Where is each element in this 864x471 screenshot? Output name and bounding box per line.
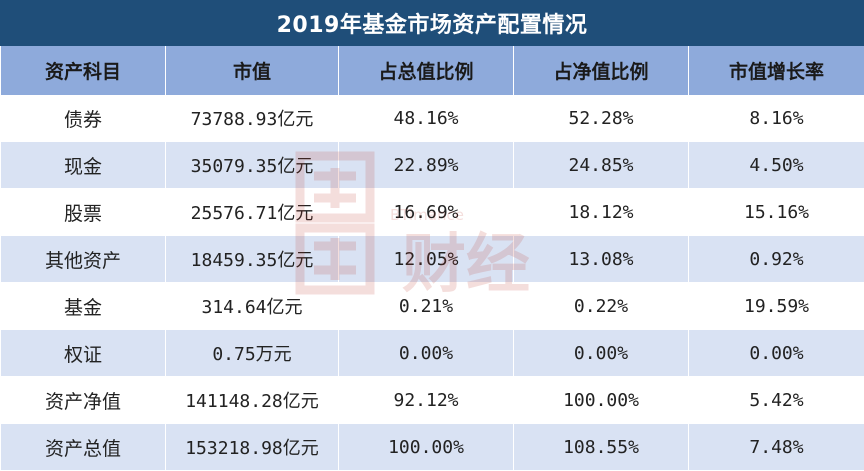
cell-asset-item: 权证 <box>1 330 166 377</box>
cell-asset-item: 现金 <box>1 142 166 189</box>
cell-share-of-total: 48.16% <box>339 95 514 142</box>
table-row: 权证 0.75万元 0.00% 0.00% 0.00% <box>1 330 864 377</box>
cell-market-value: 35079.35亿元 <box>166 142 339 189</box>
asset-allocation-table: 资产科目 市值 占总值比例 占净值比例 市值增长率 债券 73788.93亿元 … <box>0 46 864 471</box>
table-row: 股票 25576.71亿元 16.69% 18.12% 15.16% <box>1 189 864 236</box>
header-asset-item: 资产科目 <box>1 46 166 95</box>
header-row: 资产科目 市值 占总值比例 占净值比例 市值增长率 <box>1 46 864 95</box>
cell-share-of-net: 24.85% <box>514 142 689 189</box>
table-row: 其他资产 18459.35亿元 12.05% 13.08% 0.92% <box>1 236 864 283</box>
cell-share-of-net: 100.00% <box>514 377 689 424</box>
table-row: 资产净值 141148.28亿元 92.12% 100.00% 5.42% <box>1 377 864 424</box>
cell-growth-rate: 15.16% <box>689 189 864 236</box>
cell-growth-rate: 4.50% <box>689 142 864 189</box>
header-share-of-total: 占总值比例 <box>339 46 514 95</box>
cell-share-of-net: 0.22% <box>514 283 689 330</box>
header-market-value: 市值 <box>166 46 339 95</box>
cell-growth-rate: 7.48% <box>689 424 864 471</box>
cell-share-of-total: 0.21% <box>339 283 514 330</box>
cell-growth-rate: 19.59% <box>689 283 864 330</box>
table-header: 资产科目 市值 占总值比例 占净值比例 市值增长率 <box>1 46 864 95</box>
header-share-of-net: 占净值比例 <box>514 46 689 95</box>
cell-share-of-total: 0.00% <box>339 330 514 377</box>
cell-market-value: 73788.93亿元 <box>166 95 339 142</box>
table-title: 2019年基金市场资产配置情况 <box>0 0 864 46</box>
cell-share-of-net: 13.08% <box>514 236 689 283</box>
cell-market-value: 0.75万元 <box>166 330 339 377</box>
cell-asset-item: 债券 <box>1 95 166 142</box>
cell-share-of-net: 108.55% <box>514 424 689 471</box>
cell-growth-rate: 5.42% <box>689 377 864 424</box>
cell-growth-rate: 8.16% <box>689 95 864 142</box>
cell-share-of-total: 16.69% <box>339 189 514 236</box>
cell-share-of-total: 22.89% <box>339 142 514 189</box>
cell-growth-rate: 0.00% <box>689 330 864 377</box>
table-row: 现金 35079.35亿元 22.89% 24.85% 4.50% <box>1 142 864 189</box>
cell-market-value: 18459.35亿元 <box>166 236 339 283</box>
header-growth-rate: 市值增长率 <box>689 46 864 95</box>
table-row: 基金 314.64亿元 0.21% 0.22% 19.59% <box>1 283 864 330</box>
cell-share-of-total: 12.05% <box>339 236 514 283</box>
cell-asset-item: 基金 <box>1 283 166 330</box>
cell-asset-item: 其他资产 <box>1 236 166 283</box>
cell-growth-rate: 0.92% <box>689 236 864 283</box>
cell-market-value: 25576.71亿元 <box>166 189 339 236</box>
cell-market-value: 314.64亿元 <box>166 283 339 330</box>
cell-share-of-total: 100.00% <box>339 424 514 471</box>
cell-asset-item: 资产总值 <box>1 424 166 471</box>
cell-share-of-net: 0.00% <box>514 330 689 377</box>
cell-share-of-total: 92.12% <box>339 377 514 424</box>
cell-share-of-net: 18.12% <box>514 189 689 236</box>
cell-market-value: 153218.98亿元 <box>166 424 339 471</box>
table-row: 资产总值 153218.98亿元 100.00% 108.55% 7.48% <box>1 424 864 471</box>
table-figure: 2019年基金市场资产配置情况 资产科目 市值 占总值比例 占净值比例 市值增长… <box>0 0 864 443</box>
cell-asset-item: 资产净值 <box>1 377 166 424</box>
table-body: 债券 73788.93亿元 48.16% 52.28% 8.16% 现金 350… <box>1 95 864 471</box>
cell-asset-item: 股票 <box>1 189 166 236</box>
cell-share-of-net: 52.28% <box>514 95 689 142</box>
cell-market-value: 141148.28亿元 <box>166 377 339 424</box>
table-row: 债券 73788.93亿元 48.16% 52.28% 8.16% <box>1 95 864 142</box>
